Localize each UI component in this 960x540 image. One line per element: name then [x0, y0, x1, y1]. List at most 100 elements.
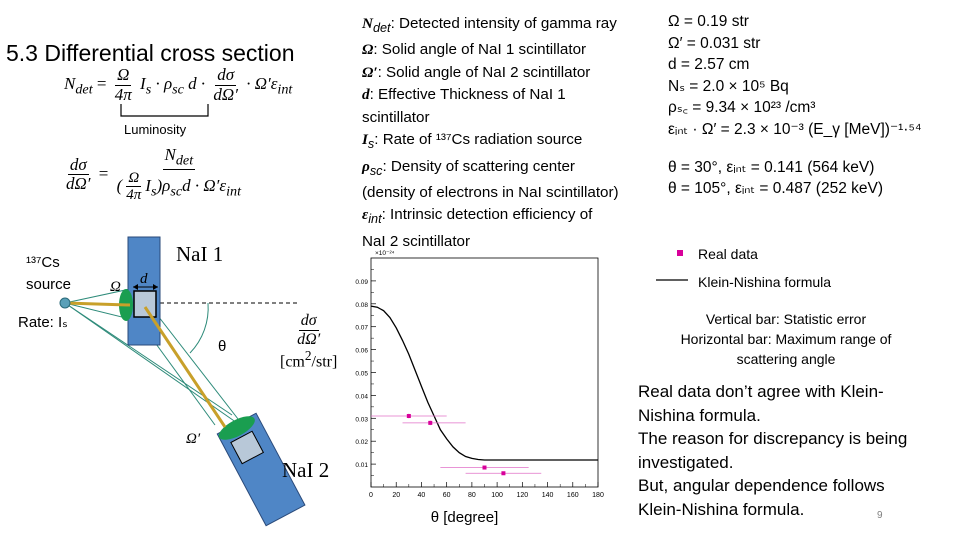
eq1-dsig-num: dσ	[215, 65, 237, 86]
cone-line-3	[147, 302, 253, 438]
eq1-tail-sub: int	[277, 81, 293, 98]
eq2-num: N	[164, 145, 176, 164]
conclusion-line: But, angular dependence follows	[638, 476, 885, 495]
chart-ylabel-block: dσ dΩ′ [cm2/str]	[280, 312, 337, 372]
x-tick-label: 20	[392, 492, 400, 499]
definition-symbol: d	[362, 86, 370, 104]
eq2-inner-den: 4π	[126, 187, 142, 204]
definition-row: Is: Rate of ¹³⁷Cs radiation source	[362, 129, 662, 155]
x-tick-label: 80	[468, 492, 476, 499]
definition-symbol-sub: sc	[369, 163, 383, 178]
definition-row: NaI 2 scintillator	[362, 231, 662, 253]
definition-row: (density of electrons in NaI scintillato…	[362, 182, 662, 204]
omega-prime-label: Ω′	[186, 431, 201, 447]
luminosity-bracket	[120, 104, 209, 117]
parameter-row: θ = 30°, εᵢₙₜ = 0.141 (564 keV)	[668, 158, 875, 176]
definition-row: Ω′: Solid angle of NaI 2 scintillator	[362, 62, 662, 84]
eq1-lhs: N	[64, 74, 76, 94]
beam-source-to-nai1	[64, 301, 131, 307]
eq1-mid: I	[140, 74, 146, 94]
y-tick-label: 0.01	[355, 462, 368, 469]
definition-text: : Detected intensity of gamma ray	[390, 15, 617, 32]
source-cone-upper	[64, 288, 131, 304]
definition-symbol: N	[362, 15, 373, 32]
eq2-numerator: Ndet	[162, 145, 196, 170]
beam-nai1-to-nai2	[143, 306, 227, 428]
x-tick-label: 0	[369, 492, 373, 499]
x-tick-label: 140	[542, 492, 554, 499]
eq1-omega-fraction: Ω 4π	[113, 65, 134, 104]
x-tick-label: 180	[592, 492, 604, 499]
source-cone-lower	[64, 302, 131, 320]
nai2-group	[216, 412, 306, 527]
parameter-row: ρₛ꜀ = 9.34 × 10²³ /cm³	[668, 99, 816, 117]
parameter-row: Ω = 0.19 str	[668, 13, 749, 30]
nai2-crystal	[230, 430, 265, 465]
eq1-dsig-den: dΩ′	[213, 84, 238, 104]
y-tick-label: 0.02	[355, 439, 368, 446]
y-tick-label: 0.04	[355, 393, 368, 400]
definition-symbol: I	[362, 131, 368, 149]
definition-text: : Solid angle of NaI 2 scintillator	[377, 63, 591, 81]
d-arrow-right	[153, 284, 158, 290]
eq2-inner-fraction: Ω 4π	[124, 170, 143, 204]
theta-label: θ	[218, 338, 226, 355]
x-axis-label: θ [degree]	[431, 509, 499, 526]
d-label: d	[140, 271, 148, 287]
y-exponent-label: ×10⁻²⁴	[375, 250, 395, 257]
note-line-1: Vertical bar: Statistic error	[705, 311, 867, 327]
definition-row: εint: Intrinsic detection efficiency of	[362, 204, 662, 230]
eq1-frac-den: 4π	[114, 84, 132, 104]
luminosity-label: Luminosity	[124, 122, 187, 137]
y-tick-label: 0.06	[355, 348, 368, 355]
conclusion-line: Klein-Nishina formula.	[638, 499, 805, 519]
definition-text: NaI 2 scintillator	[362, 232, 471, 250]
legend-markers	[656, 250, 688, 281]
definition-text: : Rate of ¹³⁷Cs radiation source	[374, 131, 583, 149]
y-tick-label: 0.07	[355, 325, 368, 332]
kn-chart: 0.01 0.02 0.03 0.04 0.05 0.06 0.07 0.08 0.09 0 20 4…	[355, 250, 604, 526]
definition-text: (density of electrons in NaI scintillato…	[362, 183, 619, 201]
definition-row: scintillator	[362, 107, 662, 129]
eq2-lhs-den: dΩ′	[66, 174, 91, 194]
y-tick-label: 0.05	[355, 371, 368, 378]
slide-title: 5.3 Differential cross section	[6, 40, 295, 66]
eq1-rho-sub: sc	[172, 81, 184, 98]
eq1-frac-num: Ω	[115, 65, 132, 86]
parameter-row: Nₛ = 2.0 × 10⁵ Bq	[668, 77, 789, 95]
x-tick-label: 40	[418, 492, 426, 499]
y-tick-label: 0.08	[355, 302, 368, 309]
parameter-row: Ω′ = 0.031 str	[668, 34, 761, 52]
data-point	[428, 420, 433, 425]
definition-symbol-sub: det	[372, 21, 391, 36]
definition-symbol: ρ	[362, 157, 370, 175]
chart-ylabel-den: dΩ′	[297, 330, 321, 348]
nai2-label: NaI 2	[282, 458, 329, 482]
note-line-3: scattering angle	[736, 351, 836, 367]
definition-text: : Effective Thickness of NaI 1	[369, 86, 566, 104]
kn-curve	[370, 305, 598, 461]
definition-text: : Solid angle of NaI 1 scintillator	[373, 41, 587, 59]
definition-row: Ω: Solid angle of NaI 1 scintillator	[362, 39, 662, 61]
eq2-den-sub: sc	[170, 183, 183, 200]
conclusion-text: Real data don’t agree with Klein- Nishina…	[638, 380, 938, 521]
chart-frame	[370, 257, 599, 488]
eq2-inner-i: I	[145, 175, 151, 195]
parameter-row: εᵢₙₜ · Ω′ = 2.3 × 10⁻³ (E_γ [MeV])⁻¹·⁵⁴	[668, 120, 922, 138]
eq1-d: d ·	[188, 74, 206, 94]
definitions-list: Ndet: Detected intensity of gamma ray Ω: …	[362, 13, 662, 253]
chart-ylabel-num: dσ	[298, 312, 319, 331]
data-point	[501, 471, 506, 476]
eq2-den-tail: d · Ω′ε	[182, 175, 227, 195]
nai1-label: NaI 1	[176, 242, 223, 266]
definition-row: ρsc: Density of scattering center	[362, 156, 662, 182]
conclusion-line: Nishina formula.	[638, 405, 761, 425]
data-point	[482, 465, 487, 470]
eq1-tail: · Ω′ε	[246, 74, 278, 94]
eq1-lhs-sub: det	[75, 81, 93, 98]
legend-real-data-marker	[677, 250, 683, 256]
equation-2: dσ dΩ′ = Ndet (Ω 4π Is)ρscd · Ω′εint	[66, 145, 242, 204]
parameter-row: θ = 105°, εᵢₙₜ = 0.487 (252 keV)	[668, 180, 884, 198]
definition-text: : Intrinsic detection efficiency of	[381, 206, 593, 224]
definition-row: Ndet: Detected intensity of gamma ray	[362, 13, 662, 39]
